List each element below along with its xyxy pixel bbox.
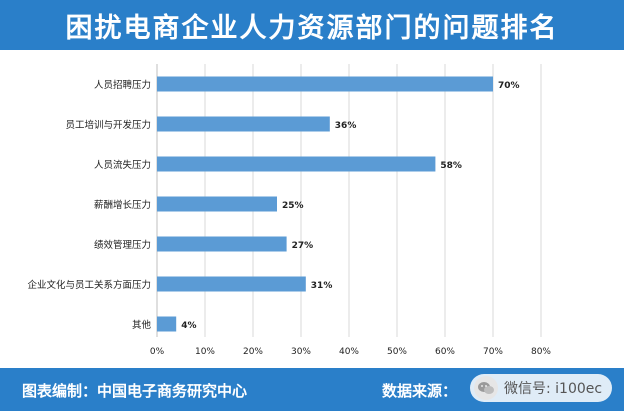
category-label: 人员流失压力 [94,159,151,171]
x-tick-label: 0% [150,347,165,357]
footer: 图表编制：中国电子商务研究中心 数据来源： 微信号: i100ec [0,368,624,411]
value-label: 4% [181,321,196,331]
x-tick-label: 10% [195,347,215,357]
category-label: 人员招聘压力 [94,79,151,91]
x-tick-label: 30% [291,347,311,357]
bar [157,156,436,172]
bar [157,316,177,332]
category-label: 员工培训与开发压力 [65,119,151,131]
value-label: 36% [335,121,357,131]
wechat-watermark: 微信号: i100ec [470,374,613,402]
wechat-icon [474,376,498,400]
x-tick-label: 60% [435,347,455,357]
value-label: 25% [282,201,304,211]
bar [157,276,306,292]
compiler-credit: 图表编制：中国电子商务研究中心 [22,382,248,400]
value-label: 31% [311,281,333,291]
value-label: 27% [292,241,314,251]
category-label: 薪酬增长压力 [94,199,151,211]
value-label: 58% [440,161,462,171]
chart-title: 困扰电商企业人力资源部门的问题排名 [65,12,559,44]
x-tick-label: 20% [243,347,263,357]
bar [157,116,330,132]
data-source-label: 数据来源： [382,382,458,400]
x-tick-label: 80% [531,347,551,357]
category-label: 绩效管理压力 [94,239,151,251]
category-label: 其他 [132,319,152,331]
value-label: 70% [498,81,520,91]
x-tick-label: 40% [339,347,359,357]
bar-chart: 0% 10% 20% 30% 40% 50% 60% 70% 80% 人员招聘压力 70% 员工培训与… [27,64,551,357]
title-bar: 困扰电商企业人力资源部门的问题排名 [0,0,624,50]
bar [157,236,287,252]
bar [157,76,493,92]
bar [157,196,277,212]
category-label: 企业文化与员工关系方面压力 [27,279,151,291]
x-tick-label: 50% [387,347,407,357]
watermark-text: 微信号: i100ec [504,381,603,397]
plot-panel: 0% 10% 20% 30% 40% 50% 60% 70% 80% 人员招聘压力 70% 员工培训与… [0,50,624,368]
x-tick-label: 70% [483,347,503,357]
